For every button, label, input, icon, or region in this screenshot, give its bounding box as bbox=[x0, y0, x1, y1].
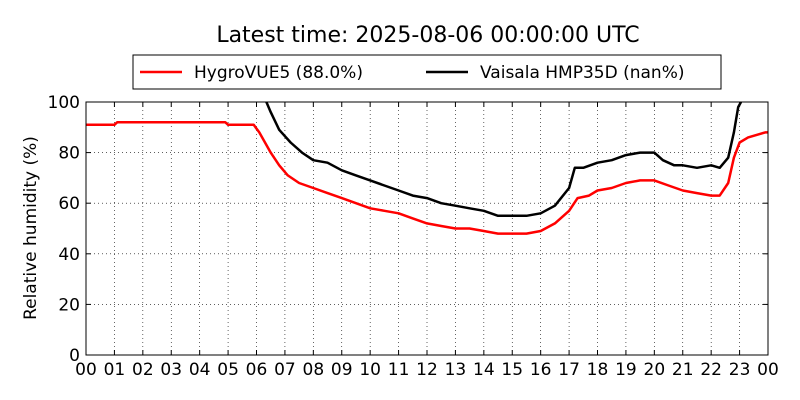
x-tick-label: 14 bbox=[473, 360, 495, 380]
y-tick-label: 20 bbox=[58, 295, 80, 315]
x-tick-label: 10 bbox=[359, 360, 381, 380]
series-line-hygrovue5 bbox=[86, 120, 768, 235]
x-tick-label: 01 bbox=[104, 360, 126, 380]
x-tick-label: 19 bbox=[615, 360, 637, 380]
grid bbox=[85, 101, 769, 356]
legend: HygroVUE5 (88.0%) Vaisala HMP35D (nan%) bbox=[132, 54, 722, 90]
y-tick-label: 60 bbox=[58, 194, 80, 214]
y-axis-label: Relative humidity (%) bbox=[21, 136, 41, 320]
x-tick-label: 09 bbox=[331, 360, 353, 380]
x-tick-label: 17 bbox=[558, 360, 580, 380]
y-tick-label: 100 bbox=[48, 93, 80, 113]
x-tick-label: 07 bbox=[274, 360, 296, 380]
x-tick-label: 13 bbox=[445, 360, 467, 380]
x-tick-label: 18 bbox=[587, 360, 609, 380]
x-tick-label: 05 bbox=[217, 360, 239, 380]
x-tick-label: 20 bbox=[644, 360, 666, 380]
x-tick-label: 06 bbox=[246, 360, 268, 380]
x-tick-label: 16 bbox=[530, 360, 552, 380]
plot-area bbox=[86, 102, 768, 235]
x-tick-label: 02 bbox=[132, 360, 154, 380]
x-tick-label: 11 bbox=[388, 360, 410, 380]
y-tick-label: 80 bbox=[58, 144, 80, 164]
plot-frame bbox=[85, 101, 769, 356]
x-tick-label: 08 bbox=[303, 360, 325, 380]
series-line-vaisala bbox=[265, 102, 743, 218]
y-tick-label: 0 bbox=[69, 346, 80, 366]
x-tick-label: 22 bbox=[700, 360, 722, 380]
y-axis: 0 20 40 60 80 100 bbox=[48, 93, 768, 366]
y-tick-label: 40 bbox=[58, 245, 80, 265]
x-tick-label: 23 bbox=[729, 360, 751, 380]
x-tick-label: 03 bbox=[160, 360, 182, 380]
chart-title: Latest time: 2025-08-06 00:00:00 UTC bbox=[216, 23, 639, 48]
legend-label-vaisala: Vaisala HMP35D (nan%) bbox=[480, 63, 684, 83]
x-tick-label: 12 bbox=[416, 360, 438, 380]
x-tick-label: 15 bbox=[501, 360, 523, 380]
x-tick-label: 00 bbox=[75, 360, 97, 380]
x-tick-label: 21 bbox=[672, 360, 694, 380]
x-axis: 00 01 02 03 04 05 06 07 08 09 10 11 12 13 14 15 16 17 18 19… bbox=[75, 102, 779, 380]
legend-label-hygrovue5: HygroVUE5 (88.0%) bbox=[194, 63, 363, 83]
x-tick-label: 04 bbox=[189, 360, 211, 380]
x-tick-label: 00 bbox=[757, 360, 779, 380]
